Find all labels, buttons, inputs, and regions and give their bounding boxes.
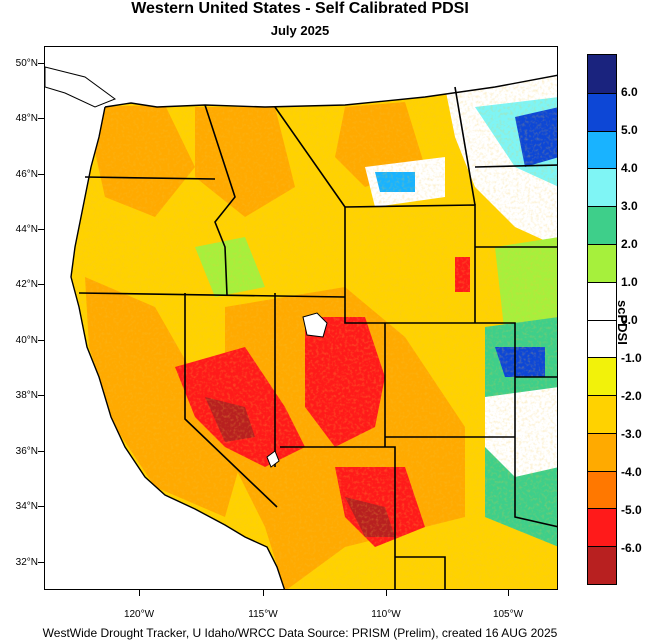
great-salt-lake (302, 312, 328, 338)
wy-border (344, 207, 465, 324)
map-svg (45, 47, 557, 589)
lat-label-34: 34°N (15, 501, 38, 512)
colorbar-title: scPDSI (615, 300, 630, 345)
lat-tick (38, 284, 44, 285)
colorbar-cell (588, 395, 616, 434)
lon-tick (508, 590, 509, 596)
or-ca-nv-ut-border (78, 292, 346, 298)
colorbar-cell (588, 432, 616, 472)
lat-label-36: 36°N (15, 446, 38, 457)
lat-tick (38, 395, 44, 396)
lat-tick (38, 506, 44, 507)
lat-label-44: 44°N (15, 224, 38, 235)
colorbar-cell (588, 281, 616, 320)
colorbar-label: -5.0 (621, 503, 642, 517)
az-nm-border (280, 446, 396, 589)
ok-tx-border (514, 437, 557, 528)
colorbar-cell (588, 470, 616, 509)
lat-tick (38, 562, 44, 563)
colorbar-cell (588, 546, 616, 585)
lon-label-110: 110°W (371, 609, 401, 620)
lake-mead (266, 450, 280, 468)
footer-credit: WestWide Drought Tracker, U Idaho/WRCC D… (42, 626, 558, 640)
co-east (465, 322, 516, 437)
ca-nv-border (184, 293, 278, 508)
colorbar-label: 0.0 (621, 313, 638, 327)
lat-label-48: 48°N (15, 113, 38, 124)
lat-tick (38, 174, 44, 175)
colorbar-label: -3.0 (621, 427, 642, 441)
mt-id-border (274, 106, 346, 208)
colorbar-cell (588, 243, 616, 283)
lon-label-120: 120°W (123, 609, 155, 620)
state-boundaries (78, 86, 557, 589)
colorbar-label: 1.0 (621, 275, 638, 289)
colorbar-cell (588, 319, 616, 358)
lat-label-42: 42°N (15, 279, 38, 290)
colorbar-label: 5.0 (621, 123, 638, 137)
colorbar-cell (588, 130, 616, 169)
lat-label-46: 46°N (15, 169, 38, 180)
nd-sd-border (474, 164, 557, 168)
colorbar-cell (588, 508, 616, 547)
colorbar-cell (588, 168, 616, 207)
lon-label-105: 105°W (492, 609, 524, 620)
lat-tick (38, 451, 44, 452)
lat-tick (38, 340, 44, 341)
colorbar-label: 6.0 (621, 85, 638, 99)
colorbar-cell (588, 92, 616, 132)
drought-map (44, 46, 558, 590)
lat-label-40: 40°N (15, 335, 38, 346)
colorbar-label: 4.0 (621, 161, 638, 175)
colorbar-label: 3.0 (621, 199, 638, 213)
colorbar-label: 2.0 (621, 237, 638, 251)
colorbar-label: -6.0 (621, 541, 642, 555)
mt-nd-border (454, 86, 476, 206)
lon-label-115: 115°W (248, 609, 278, 620)
colorbar (587, 54, 617, 585)
map-title: Western United States - Self Calibrated … (131, 0, 469, 17)
vancouver-island (45, 66, 117, 108)
idaho-west-border (204, 104, 236, 296)
lon-tick (263, 590, 264, 596)
lon-tick (139, 590, 140, 596)
colorbar-cell (588, 55, 616, 94)
coastline (70, 74, 557, 589)
lat-label-50: 50°N (15, 58, 38, 69)
lat-tick (38, 63, 44, 64)
lat-label-38: 38°N (15, 390, 38, 401)
colorbar-cell (588, 357, 616, 396)
nm-tx-border (395, 556, 446, 589)
wa-or-border (84, 176, 216, 180)
colorbar-label: -1.0 (621, 351, 642, 365)
lat-label-32: 32°N (15, 557, 38, 568)
map-subtitle: July 2025 (270, 23, 330, 38)
lat-tick (38, 229, 44, 230)
lon-tick (386, 590, 387, 596)
colorbar-label: -4.0 (621, 465, 642, 479)
colorbar-label: -2.0 (621, 389, 642, 403)
colorbar-cell (588, 206, 616, 245)
lat-tick (38, 118, 44, 119)
